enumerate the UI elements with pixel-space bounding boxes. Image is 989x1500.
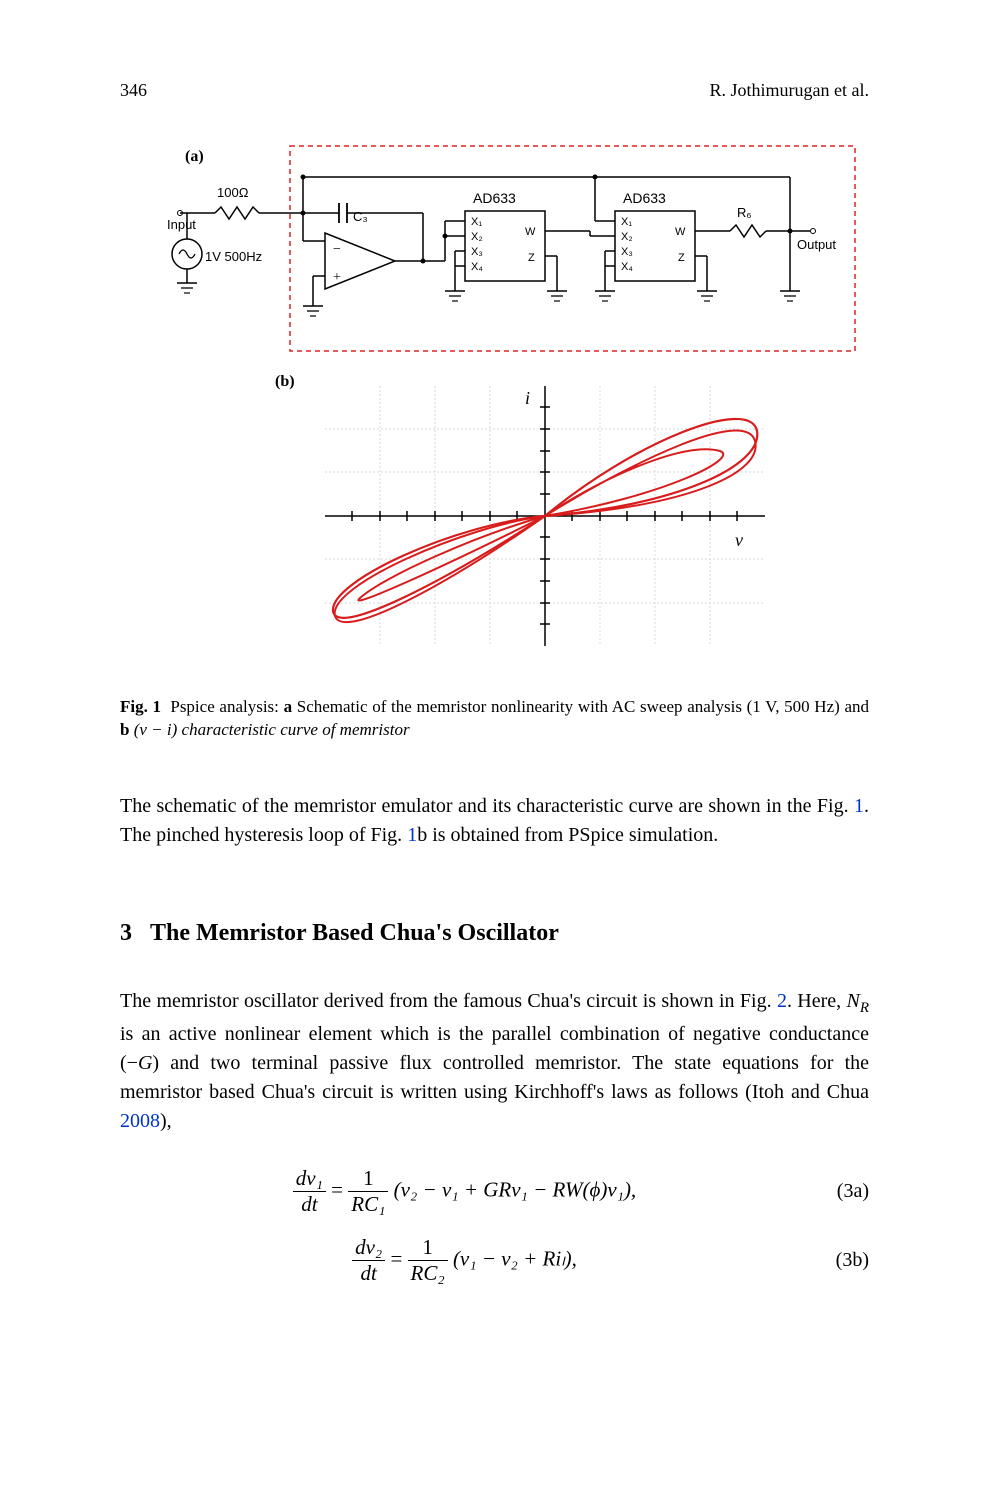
fig2-link[interactable]: 2 bbox=[777, 990, 787, 1012]
section-3-heading: 3The Memristor Based Chua's Oscillator bbox=[120, 920, 869, 947]
equation-3b: dv₂ dt = 1 RC₂ (v₁ − v₂ + Riₗ), (3b) bbox=[120, 1235, 869, 1286]
svg-text:X₄: X₄ bbox=[621, 261, 633, 273]
figure-1a-schematic: (a) Input 100Ω 1V 500Hz bbox=[125, 141, 865, 361]
i-axis-label: i bbox=[525, 388, 530, 408]
r6-label: R₆ bbox=[737, 205, 752, 220]
eq-3a-label: (3a) bbox=[809, 1180, 869, 1203]
ad633-2: AD633 bbox=[623, 190, 666, 206]
svg-text:+: + bbox=[333, 270, 341, 285]
svg-text:Z: Z bbox=[678, 252, 685, 264]
source-label: 1V 500Hz bbox=[205, 249, 262, 264]
input-label: Input bbox=[167, 217, 196, 232]
figure-1b-curve: (b) bbox=[125, 366, 865, 666]
section-3-paragraph: The memristor oscillator derived from th… bbox=[120, 987, 869, 1136]
svg-text:Z: Z bbox=[528, 252, 535, 264]
svg-text:X₁: X₁ bbox=[621, 216, 632, 228]
ad633-1: AD633 bbox=[473, 190, 516, 206]
v-axis-label: v bbox=[735, 530, 743, 550]
svg-text:W: W bbox=[675, 226, 686, 238]
svg-text:−: − bbox=[333, 242, 341, 257]
cap-c3: C₃ bbox=[353, 209, 368, 224]
eq-3b-label: (3b) bbox=[809, 1249, 869, 1272]
output-label: Output bbox=[797, 237, 836, 252]
svg-text:X₃: X₃ bbox=[621, 246, 633, 258]
running-head: R. Jothimurugan et al. bbox=[710, 80, 869, 101]
equation-3a: dv₁ dt = 1 RC₁ (v₂ − v₁ + GRv₁ − RW(ϕ)v₁… bbox=[120, 1166, 869, 1217]
cite-2008[interactable]: 2008 bbox=[120, 1110, 160, 1132]
page-header: 346 R. Jothimurugan et al. bbox=[120, 80, 869, 101]
svg-text:X₂: X₂ bbox=[621, 231, 633, 243]
fig-label: Fig. 1 bbox=[120, 697, 161, 716]
resistor-100: 100Ω bbox=[217, 185, 249, 200]
page-number: 346 bbox=[120, 80, 147, 101]
equations-3: dv₁ dt = 1 RC₁ (v₂ − v₁ + GRv₁ − RW(ϕ)v₁… bbox=[120, 1166, 869, 1286]
fig1-link-a[interactable]: 1 bbox=[854, 795, 864, 817]
fig1-link-b[interactable]: 1 bbox=[407, 824, 417, 846]
svg-text:W: W bbox=[525, 226, 536, 238]
figure-1: (a) Input 100Ω 1V 500Hz bbox=[125, 141, 865, 671]
intro-paragraph: The schematic of the memristor emulator … bbox=[120, 792, 869, 850]
panel-b-label: (b) bbox=[275, 373, 295, 390]
panel-a-label: (a) bbox=[185, 148, 204, 165]
svg-text:X₄: X₄ bbox=[471, 261, 483, 273]
svg-text:X₂: X₂ bbox=[471, 231, 483, 243]
svg-text:X₁: X₁ bbox=[471, 216, 482, 228]
figure-1-caption: Fig. 1 Pspice analysis: a Schematic of t… bbox=[120, 696, 869, 742]
page: 346 R. Jothimurugan et al. (a) Input 100… bbox=[0, 0, 989, 1500]
svg-text:X₃: X₃ bbox=[471, 246, 483, 258]
